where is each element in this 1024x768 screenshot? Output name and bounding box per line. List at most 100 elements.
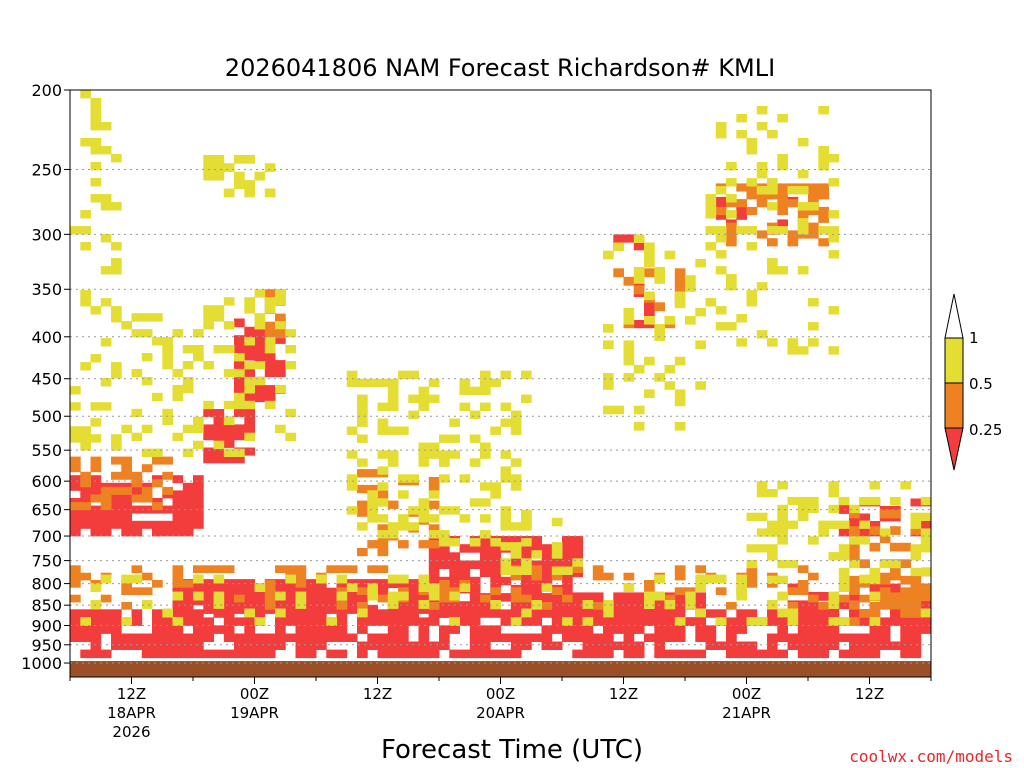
ri-cell-0_5_to_1	[828, 154, 840, 163]
ri-cell-0_25_to_0_5	[777, 191, 788, 200]
ri-cell-0_5_to_1	[510, 418, 522, 427]
ri-cell-lt_0_25	[510, 641, 522, 650]
ri-cell-lt_0_25	[295, 649, 307, 659]
ri-cell-0_5_to_1	[500, 402, 512, 411]
ground-fill	[70, 661, 931, 677]
ri-cell-0_25_to_0_5	[336, 565, 348, 573]
ri-cell-lt_0_25	[674, 625, 686, 634]
ri-cell-lt_0_25	[603, 641, 614, 650]
ri-cell-lt_0_25	[254, 587, 266, 597]
ri-cell-lt_0_25	[90, 625, 102, 634]
ri-cell-lt_0_25	[726, 625, 737, 634]
ri-cell-lt_0_25	[500, 576, 512, 586]
ri-cell-lt_0_25	[408, 596, 419, 606]
ri-cell-lt_0_25	[172, 490, 184, 499]
ri-cell-lt_0_25	[131, 633, 143, 642]
ri-cell-lt_0_25	[100, 617, 112, 626]
ri-cell-lt_0_25	[777, 633, 788, 642]
ri-cell-0_5_to_1	[213, 305, 225, 314]
ri-cell-0_5_to_1	[849, 504, 860, 514]
ri-cell-0_25_to_0_5	[777, 199, 788, 208]
ri-cell-lt_0_25	[551, 625, 563, 634]
ri-cell-0_25_to_0_5	[357, 500, 368, 509]
ri-cell-0_5_to_1	[387, 402, 399, 411]
ri-cell-0_25_to_0_5	[357, 469, 368, 478]
ri-cell-lt_0_25	[70, 617, 81, 626]
ri-cell-0_5_to_1	[439, 450, 450, 459]
ri-cell-lt_0_25	[377, 609, 389, 618]
ri-cell-0_25_to_0_5	[357, 602, 368, 610]
ri-cell-0_25_to_0_5	[264, 289, 276, 298]
ri-cell-0_25_to_0_5	[551, 587, 563, 595]
ri-cell-lt_0_25	[223, 424, 235, 433]
ri-cell-lt_0_25	[562, 608, 573, 618]
ri-cell-lt_0_25	[818, 625, 829, 634]
ri-cell-0_25_to_0_5	[510, 587, 522, 595]
ri-cell-0_25_to_0_5	[203, 565, 214, 573]
ri-cell-lt_0_25	[592, 649, 604, 659]
ri-cell-lt_0_25	[582, 649, 594, 659]
ri-cell-lt_0_25	[654, 617, 665, 626]
ri-cell-lt_0_25	[418, 649, 430, 659]
ri-cell-lt_0_25	[449, 649, 460, 659]
ri-cell-lt_0_25	[172, 641, 184, 650]
ri-cell-lt_0_25	[203, 424, 214, 433]
ri-cell-0_5_to_1	[428, 378, 440, 388]
ri-cell-0_25_to_0_5	[172, 580, 184, 588]
ri-cell-lt_0_25	[408, 587, 419, 597]
ri-cell-0_5_to_1	[254, 583, 266, 592]
ri-cell-lt_0_25	[480, 552, 491, 561]
ri-cell-0_5_to_1	[818, 520, 829, 529]
ri-cell-lt_0_25	[172, 520, 184, 529]
ri-cell-0_5_to_1	[674, 389, 686, 398]
ri-cell-0_5_to_1	[346, 378, 358, 388]
ri-cell-lt_0_25	[849, 609, 860, 618]
ri-cell-lt_0_25	[70, 528, 81, 537]
ri-cell-0_5_to_1	[695, 340, 706, 349]
ri-cell-0_5_to_1	[756, 617, 768, 626]
ri-cell-lt_0_25	[182, 649, 194, 659]
ri-cell-0_5_to_1	[736, 574, 747, 584]
ri-cell-0_5_to_1	[264, 305, 276, 314]
ri-cell-lt_0_25	[449, 560, 460, 569]
ri-cell-0_5_to_1	[859, 536, 870, 545]
ri-cell-0_5_to_1	[428, 490, 440, 499]
ri-cell-0_25_to_0_5	[572, 565, 583, 573]
ri-cell-0_5_to_1	[193, 574, 204, 584]
ri-cell-lt_0_25	[920, 617, 932, 626]
ri-cell-0_25_to_0_5	[490, 587, 501, 595]
ri-cell-lt_0_25	[572, 544, 583, 553]
ri-cell-lt_0_25	[623, 649, 635, 659]
ri-cell-0_25_to_0_5	[521, 594, 532, 603]
ri-cell-0_5_to_1	[531, 550, 542, 559]
ri-cell-0_5_to_1	[521, 509, 532, 519]
ri-cell-0_5_to_1	[736, 338, 747, 347]
ri-cell-0_5_to_1	[910, 544, 922, 553]
ri-cell-0_5_to_1	[295, 591, 307, 601]
ri-cell-0_5_to_1	[469, 410, 481, 419]
ri-cell-0_5_to_1	[500, 474, 512, 483]
ri-cell-0_25_to_0_5	[849, 600, 860, 610]
ri-cell-lt_0_25	[182, 513, 194, 522]
ri-cell-0_5_to_1	[80, 426, 91, 435]
ri-cell-lt_0_25	[859, 528, 870, 537]
ri-cell-0_5_to_1	[715, 306, 727, 315]
ri-cell-0_25_to_0_5	[787, 587, 799, 595]
ri-cell-lt_0_25	[849, 633, 860, 642]
ri-cell-0_5_to_1	[346, 370, 358, 380]
ri-cell-0_5_to_1	[767, 489, 778, 498]
ri-cell-0_25_to_0_5	[879, 575, 891, 585]
ri-cell-0_25_to_0_5	[859, 609, 870, 618]
ri-cell-lt_0_25	[264, 368, 276, 378]
ri-cell-lt_0_25	[746, 609, 758, 618]
ri-cell-0_5_to_1	[275, 384, 286, 394]
ri-cell-lt_0_25	[439, 544, 450, 553]
ri-cell-0_5_to_1	[500, 418, 512, 427]
ri-cell-0_5_to_1	[162, 345, 173, 354]
ri-cell-lt_0_25	[223, 649, 235, 659]
ri-cell-0_5_to_1	[715, 234, 727, 243]
ri-cell-lt_0_25	[736, 625, 747, 634]
ri-cell-0_5_to_1	[633, 234, 645, 243]
ri-cell-lt_0_25	[90, 633, 102, 642]
ri-cell-0_5_to_1	[459, 474, 471, 483]
